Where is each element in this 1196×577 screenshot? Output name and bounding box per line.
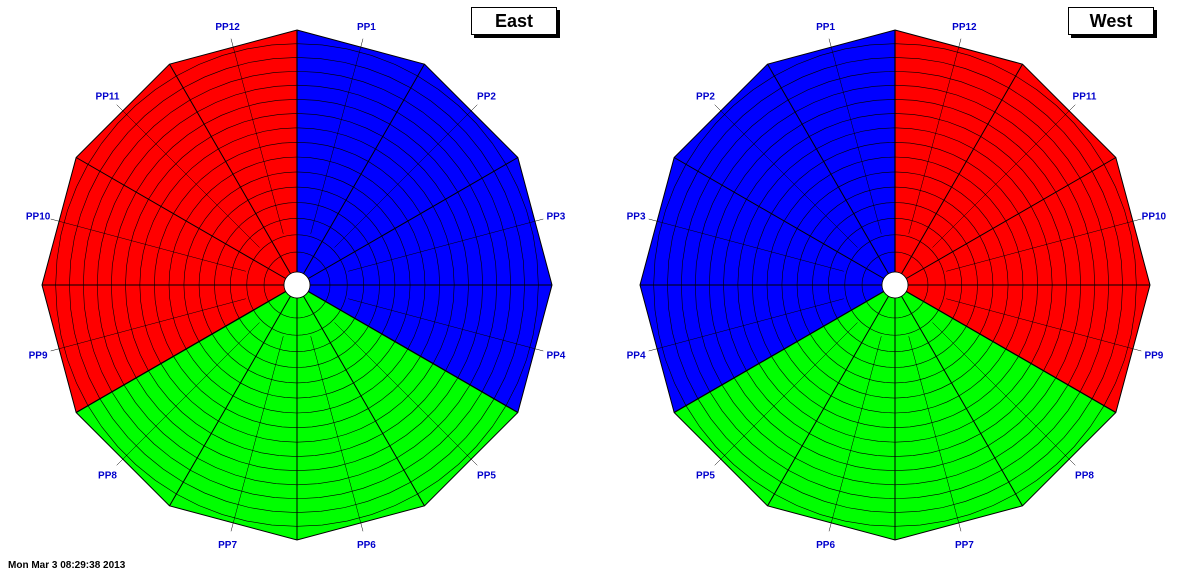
- minor-spoke: [310, 336, 364, 532]
- pp-label-pp11: PP11: [96, 92, 120, 103]
- west-title: West: [1068, 7, 1154, 35]
- major-spoke: [303, 63, 425, 274]
- minor-spoke: [714, 322, 858, 466]
- pp-label-pp3: PP3: [627, 212, 646, 223]
- east-title: East: [471, 7, 557, 35]
- minor-spoke: [50, 298, 246, 352]
- major-spoke: [901, 63, 1023, 274]
- pp-label-pp9: PP9: [1144, 350, 1163, 361]
- minor-spoke: [348, 218, 544, 272]
- sector-boundary: [307, 290, 519, 414]
- center-hole: [881, 271, 909, 299]
- minor-spoke: [908, 336, 962, 532]
- major-spoke: [303, 296, 425, 507]
- major-spoke: [169, 63, 291, 274]
- minor-spoke: [230, 336, 284, 532]
- pp-label-pp7: PP7: [955, 540, 974, 551]
- major-spoke: [767, 63, 889, 274]
- sector-boundary: [905, 290, 1117, 414]
- pp-label-pp11: PP11: [1073, 92, 1097, 103]
- minor-spoke: [334, 104, 478, 248]
- major-spoke: [308, 157, 519, 279]
- sector-boundary: [75, 290, 287, 414]
- pp-label-pp12: PP12: [952, 22, 977, 33]
- minor-spoke: [946, 218, 1142, 272]
- minor-spoke: [116, 322, 260, 466]
- east-wheel: PP1 PP2 PP3 PP4 PP5 PP6 PP7 PP8 PP9 PP10 PP11 PP12: [26, 22, 566, 551]
- footer-timestamp: Mon Mar 3 08:29:38 2013: [8, 560, 126, 571]
- pp-label-pp1: PP1: [357, 22, 376, 33]
- minor-spoke: [908, 38, 962, 234]
- pp-label-pp1: PP1: [816, 22, 835, 33]
- minor-spoke: [50, 218, 246, 272]
- pp-label-pp3: PP3: [546, 212, 565, 223]
- pp-label-pp6: PP6: [816, 540, 835, 551]
- pp-label-pp4: PP4: [627, 350, 646, 361]
- minor-spoke: [828, 38, 882, 234]
- major-spoke: [75, 157, 286, 279]
- minor-spoke: [648, 218, 844, 272]
- minor-spoke: [946, 298, 1142, 352]
- pp-label-pp2: PP2: [696, 92, 715, 103]
- pp-label-pp5: PP5: [477, 471, 496, 482]
- minor-spoke: [828, 336, 882, 532]
- minor-spoke: [932, 104, 1076, 248]
- sector-boundary: [673, 290, 885, 414]
- minor-spoke: [334, 322, 478, 466]
- minor-spoke: [648, 298, 844, 352]
- major-spoke: [169, 296, 291, 507]
- minor-spoke: [310, 38, 364, 234]
- pp-label-pp10: PP10: [26, 212, 51, 223]
- pp-label-pp10: PP10: [1142, 212, 1167, 223]
- pp-label-pp8: PP8: [98, 471, 117, 482]
- pp-label-pp9: PP9: [29, 350, 48, 361]
- pp-label-pp8: PP8: [1075, 471, 1094, 482]
- major-spoke: [906, 157, 1117, 279]
- pp-label-pp4: PP4: [546, 350, 565, 361]
- pp-label-pp5: PP5: [696, 471, 715, 482]
- minor-spoke: [348, 298, 544, 352]
- minor-spoke: [116, 104, 260, 248]
- pp-label-pp7: PP7: [218, 540, 237, 551]
- pp-label-pp12: PP12: [215, 22, 240, 33]
- pp-label-pp6: PP6: [357, 540, 376, 551]
- minor-spoke: [714, 104, 858, 248]
- minor-spoke: [230, 38, 284, 234]
- major-spoke: [673, 157, 884, 279]
- major-spoke: [767, 296, 889, 507]
- major-spoke: [901, 296, 1023, 507]
- west-wheel: PP12 PP11 PP10 PP9 PP8 PP7 PP6 PP5 PP4 PP3 PP2 PP1: [627, 22, 1167, 551]
- pp-label-pp2: PP2: [477, 92, 496, 103]
- center-hole: [283, 271, 311, 299]
- minor-spoke: [932, 322, 1076, 466]
